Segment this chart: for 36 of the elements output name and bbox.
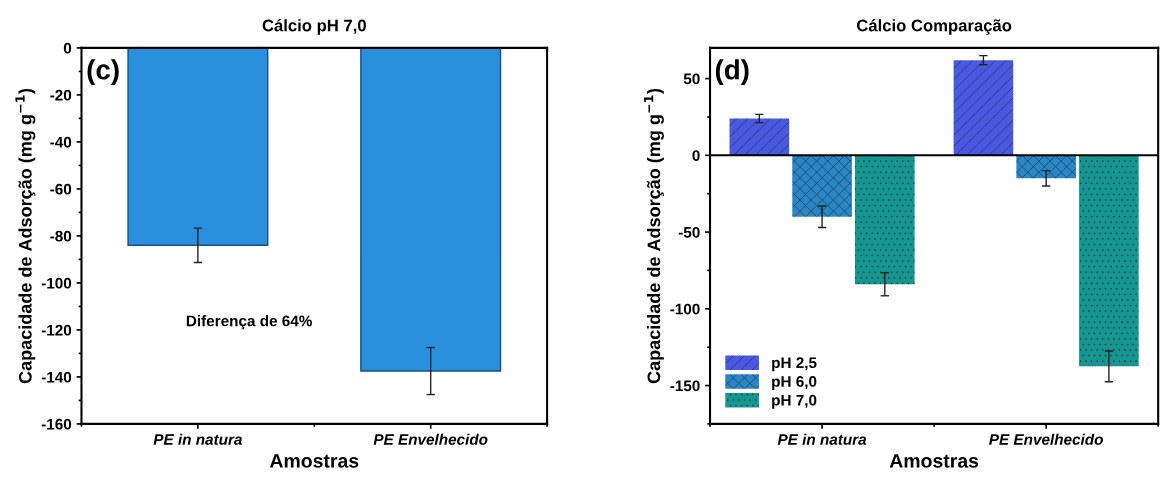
bar [1079, 155, 1139, 367]
y-tick-label: -140 [41, 371, 72, 383]
y-tick-label: -100 [41, 277, 72, 289]
x-axis-title: Amostras [269, 454, 359, 468]
chart-title: Cálcio pH 7,0 [262, 19, 366, 35]
y-tick-label: -160 [41, 418, 72, 430]
x-tick-label: PE Envelhecido [989, 433, 1103, 445]
chart-title: Cálcio Comparação [857, 19, 1012, 35]
x-axis-title: Amostras [889, 454, 979, 468]
y-tick-label: -20 [50, 89, 72, 101]
annotation: Diferença de 64% [186, 315, 312, 330]
y-tick-label: 50 [683, 73, 700, 85]
x-tick-label: PE in natura [153, 433, 242, 445]
legend-label: pH 7,0 [772, 394, 817, 409]
bar [855, 155, 915, 285]
bar [1016, 155, 1076, 179]
y-tick-label: -60 [50, 183, 72, 195]
y-tick-label: -120 [41, 324, 72, 336]
y-tick-label: -80 [50, 230, 72, 242]
y-tick-label: -150 [670, 380, 700, 392]
annotation: (d) [715, 59, 749, 86]
y-tick-label: -50 [678, 226, 700, 238]
y-tick-label: 0 [63, 42, 72, 54]
x-tick-label: PE Envelhecido [373, 433, 488, 445]
y-tick-label: 0 [692, 150, 700, 162]
y-tick-label: -100 [670, 303, 700, 315]
bar [953, 60, 1014, 156]
legend-label: pH 2,5 [772, 357, 817, 372]
y-axis-title: Capacidade de Adsorção (mg g$^{−1}$) [643, 88, 664, 384]
y-axis-title: Capacidade de Adsorção (mg g$^{−1}$) [15, 88, 36, 384]
annotation: (c) [87, 59, 119, 86]
y-tick-label: -40 [50, 136, 72, 148]
bar [729, 118, 790, 156]
x-tick-label: PE in natura [777, 433, 867, 445]
legend-label: pH 6,0 [772, 376, 817, 390]
bar [792, 155, 852, 217]
